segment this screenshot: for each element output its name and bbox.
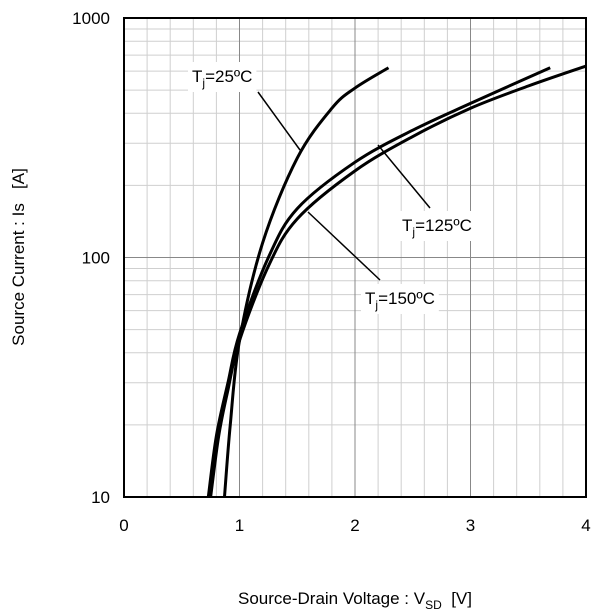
x-tick-label: 0 [119, 516, 128, 535]
plot-frame [123, 17, 587, 498]
legend-label-part: =150ºC [378, 289, 435, 308]
x-tick-label: 4 [581, 516, 590, 535]
y-tick-label: 10 [91, 488, 110, 507]
label-background [361, 284, 439, 314]
curve [222, 66, 390, 498]
legend-label-part: =25ºC [205, 67, 252, 86]
legend-label-part: T [402, 216, 412, 235]
x-tick-label: 2 [350, 516, 359, 535]
y-tick-label: 100 [82, 249, 110, 268]
y-axis-label: Source Current : Is [A] [9, 168, 28, 346]
legend-label-part: =125ºC [415, 216, 472, 235]
curve [206, 66, 551, 498]
leader-line [257, 91, 301, 151]
x-tick-label: 3 [466, 516, 475, 535]
label-background [398, 211, 476, 241]
legend-label-sub: j [374, 298, 378, 312]
legend-label-sub: j [201, 76, 205, 90]
legend-label: Tj=125ºC [402, 216, 472, 239]
x-axis-label-part: Source-Drain Voltage : V [238, 589, 426, 608]
curve [209, 64, 587, 498]
leader-line [307, 211, 381, 281]
x-axis-label-part: [V] [442, 589, 472, 608]
y-tick-label: 1000 [72, 9, 110, 28]
legend-label-part: T [192, 67, 202, 86]
leader-line [377, 144, 431, 209]
x-axis-label-sub: SD [425, 598, 442, 612]
x-axis-label: Source-Drain Voltage : VSD [V] [238, 589, 472, 612]
legend-label-part: T [365, 289, 375, 308]
x-tick-label: 1 [235, 516, 244, 535]
legend-label: Tj=25ºC [192, 67, 252, 90]
label-background [188, 62, 257, 92]
legend-label: Tj=150ºC [365, 289, 435, 312]
legend-label-sub: j [411, 225, 415, 239]
